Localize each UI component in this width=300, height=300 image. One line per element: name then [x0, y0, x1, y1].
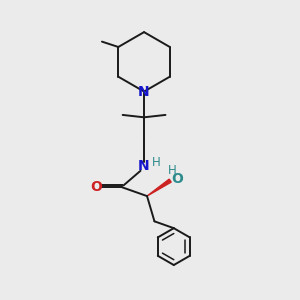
Text: O: O [91, 180, 102, 194]
Text: N: N [138, 159, 150, 173]
Text: N: N [138, 85, 150, 99]
Text: H: H [168, 164, 177, 177]
Polygon shape [147, 179, 171, 196]
Text: O: O [172, 172, 184, 186]
Text: H: H [152, 156, 161, 169]
